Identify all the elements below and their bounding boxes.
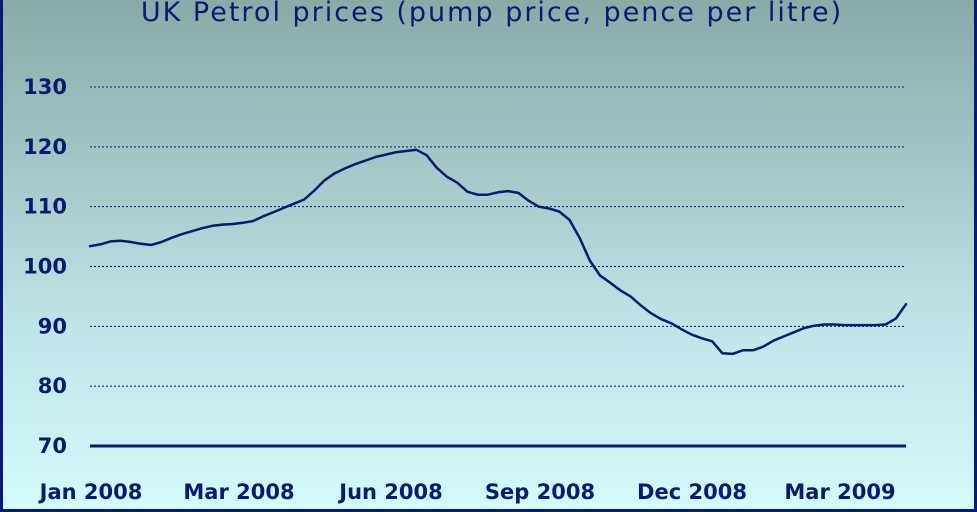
y-tick-label: 80 [38,374,67,398]
x-tick-label: Mar 2008 [183,480,294,504]
y-tick-label: 70 [38,434,67,458]
y-axis-ticks: 70 80 90 100 110 120 130 [23,75,67,458]
line-chart: UK Petrol prices (pump price, pence per … [23,0,908,504]
y-tick-label: 120 [23,135,67,159]
x-tick-label: Sep 2008 [485,480,595,504]
x-tick-label: Jan 2008 [38,480,143,504]
chart-title: UK Petrol prices (pump price, pence per … [141,0,843,28]
x-tick-label: Jun 2008 [337,480,442,504]
x-tick-label: Mar 2009 [784,480,895,504]
y-tick-label: 90 [38,314,67,338]
x-tick-label: Dec 2008 [637,480,747,504]
x-axis-ticks: Jan 2008 Mar 2008 Jun 2008 Sep 2008 Dec 2008… [38,480,896,504]
gridlines [90,86,906,387]
series-line-pump-price [88,148,908,356]
y-tick-label: 100 [23,255,67,279]
y-tick-label: 130 [23,75,67,99]
y-tick-label: 110 [23,195,67,219]
